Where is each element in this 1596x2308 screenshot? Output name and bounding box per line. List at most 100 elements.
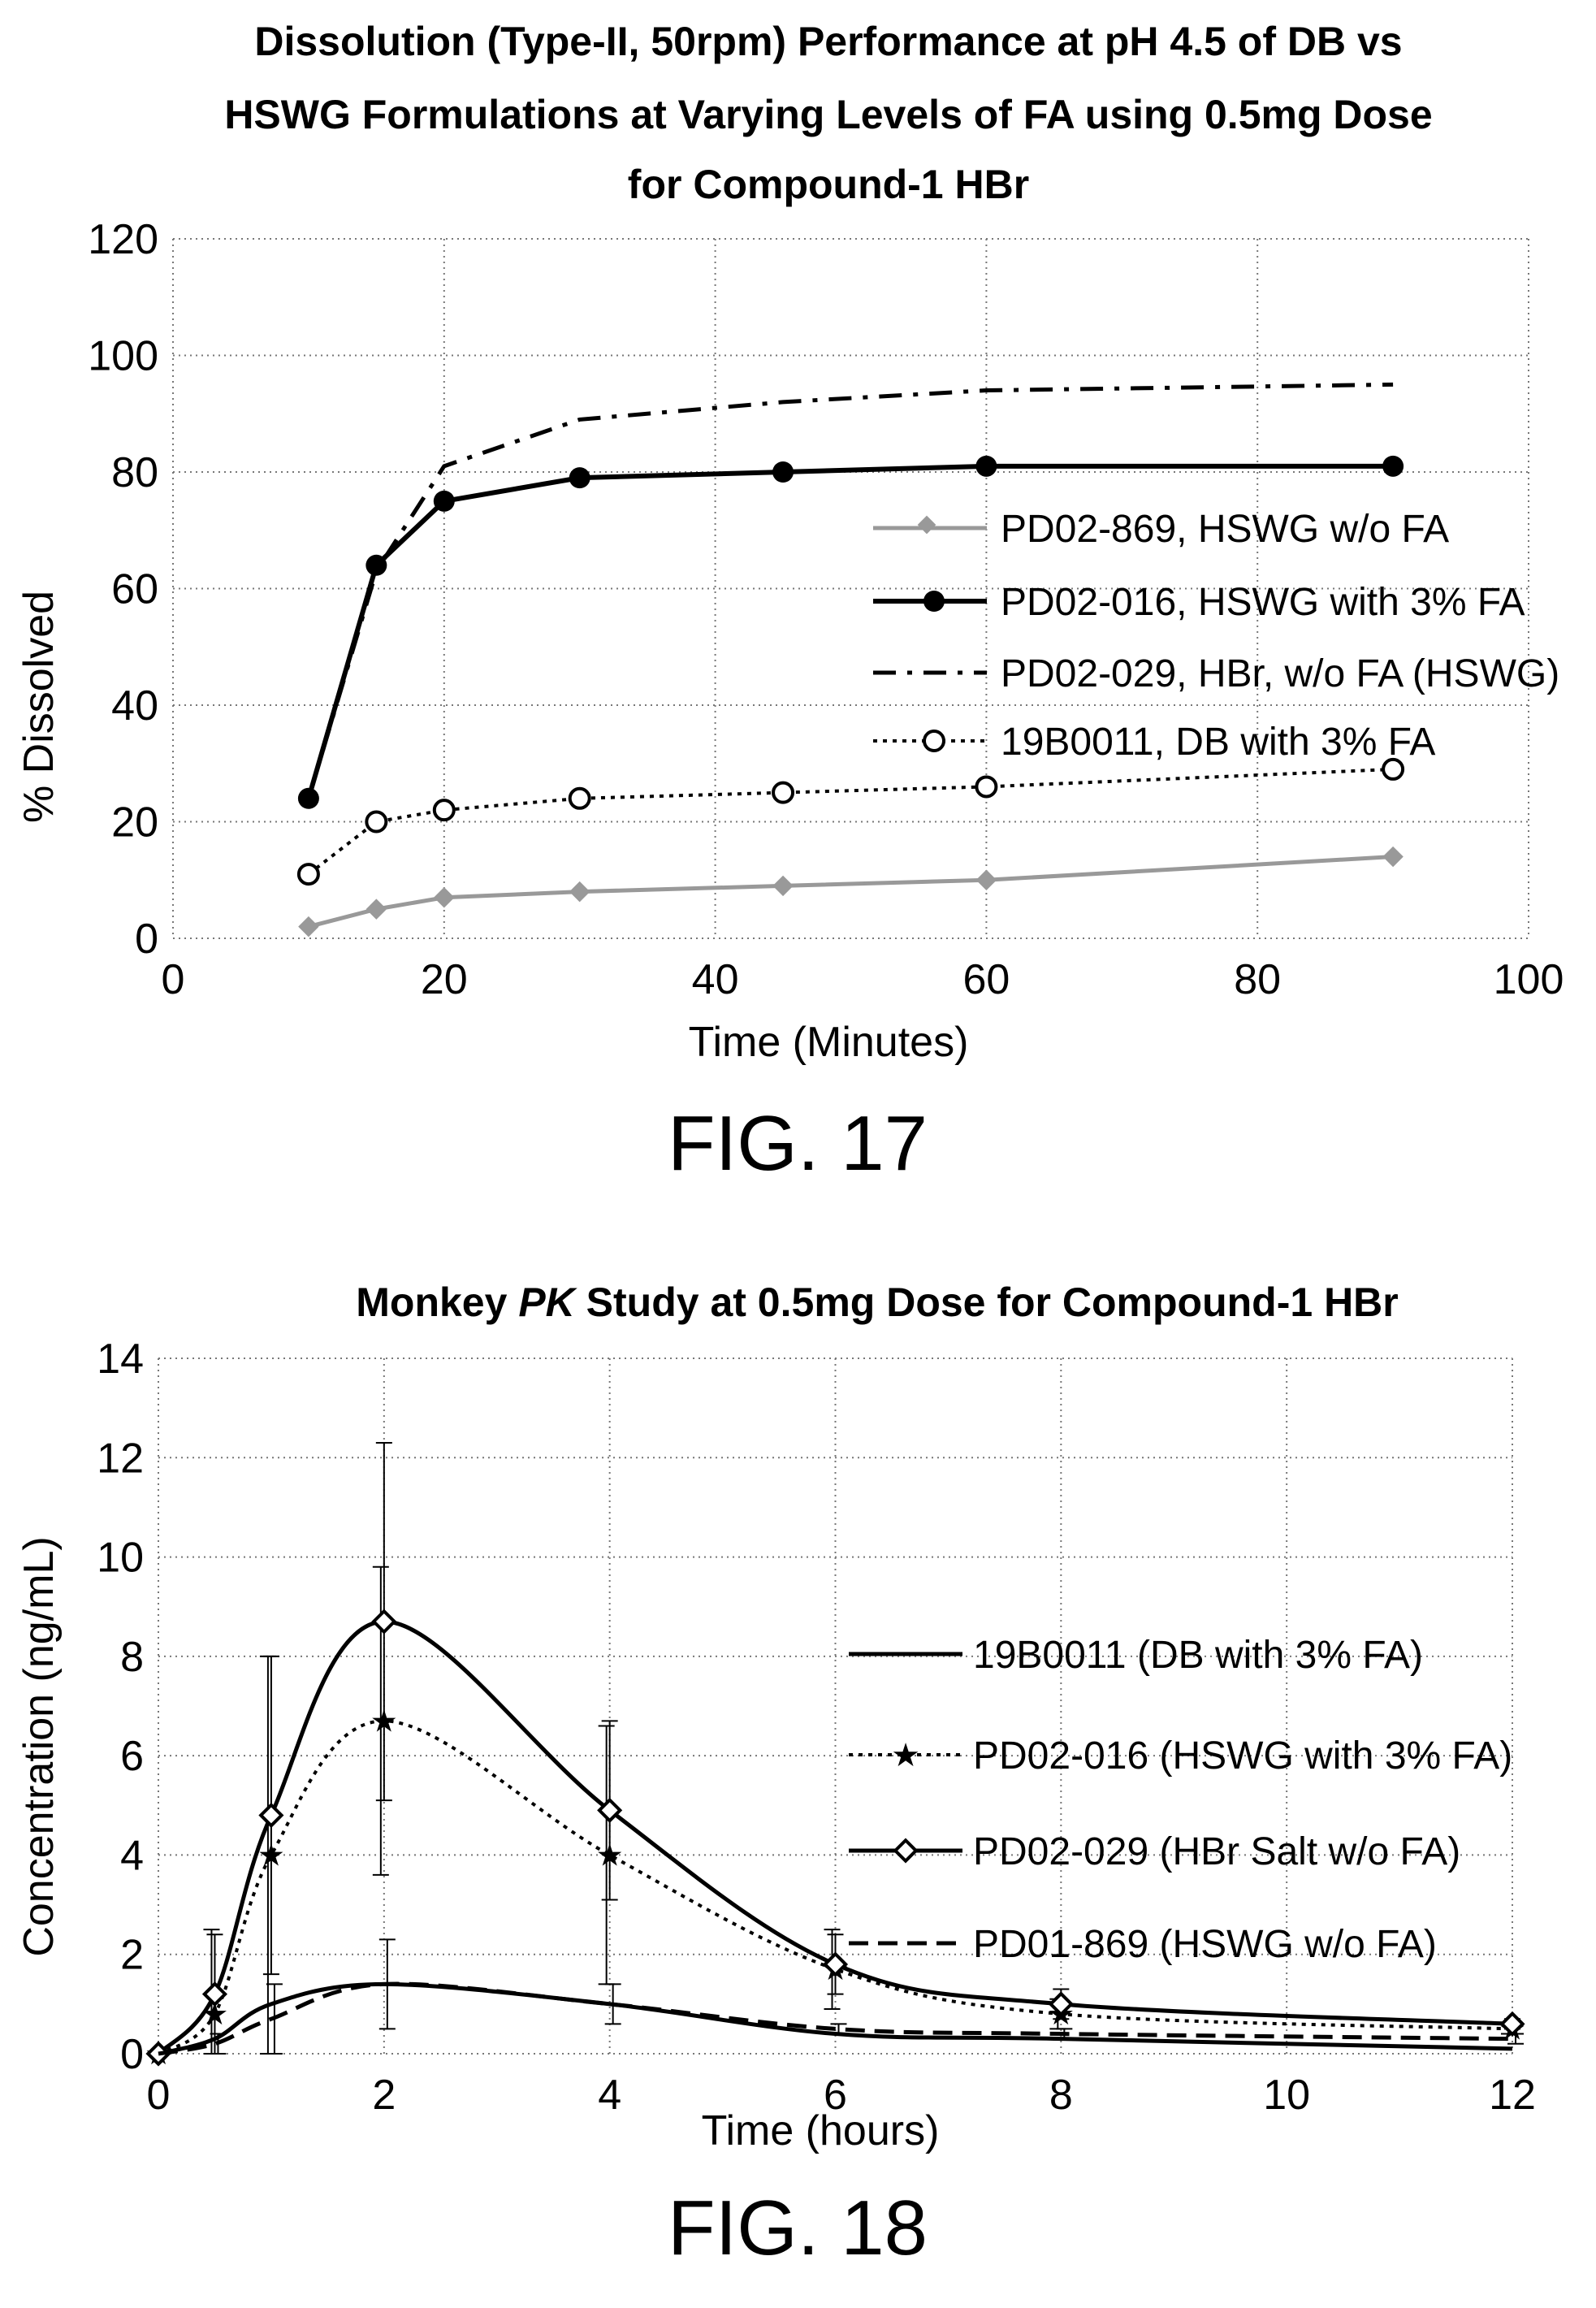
data-point-filled-circle bbox=[569, 467, 590, 489]
y-tick-label: 80 bbox=[111, 449, 158, 496]
x-tick-label: 60 bbox=[962, 956, 1010, 1003]
series-curve-1 bbox=[157, 1719, 1513, 2055]
fig17-title-line-2: HSWG Formulations at Varying Levels of F… bbox=[224, 92, 1432, 137]
legend-marker-star: ★ bbox=[891, 1738, 920, 1773]
fig18-y-axis-label: Concentration (ng/mL) bbox=[15, 1536, 63, 1956]
fig17-title-line-3: for Compound-1 HBr bbox=[628, 162, 1029, 207]
y-tick-label: 100 bbox=[88, 333, 158, 380]
x-tick-label: 0 bbox=[162, 956, 185, 1003]
y-tick-label: 14 bbox=[97, 1336, 144, 1383]
fig18-title-part-3: Study at 0.5mg Dose for Compound-1 HBr bbox=[575, 1280, 1399, 1325]
fig17-y-axis-label: % Dissolved bbox=[15, 591, 63, 823]
legend-label-19b0011-db: 19B0011 (DB with 3% FA) bbox=[973, 1634, 1423, 1677]
x-tick-label: 8 bbox=[1049, 2072, 1073, 2119]
fig17-y-tick-labels: 0 20 40 60 80 100 120 bbox=[88, 216, 158, 963]
data-point-diamond bbox=[1382, 846, 1404, 868]
y-tick-label: 0 bbox=[135, 916, 158, 963]
fig18-title-part-1: Monkey bbox=[356, 1280, 518, 1325]
data-point-filled-circle bbox=[772, 461, 794, 483]
y-tick-label: 8 bbox=[120, 1634, 144, 1681]
data-point-filled-circle bbox=[1382, 455, 1404, 477]
data-point-diamond bbox=[434, 887, 455, 908]
data-point-open-circle bbox=[772, 781, 795, 804]
legend-marker-open-circle bbox=[923, 730, 945, 752]
legend-marker-diamond bbox=[917, 515, 936, 535]
data-point-star: ★ bbox=[596, 1838, 624, 1873]
y-tick-label: 60 bbox=[111, 566, 158, 613]
fig17-legend: PD02-869, HSWG w/o FA PD02-016, HSWG wit… bbox=[873, 508, 1559, 764]
x-tick-label: 20 bbox=[421, 956, 468, 1003]
x-tick-label: 10 bbox=[1263, 2072, 1310, 2119]
legend-label-pd02-016-hswg: PD02-016 (HSWG with 3% FA) bbox=[973, 1734, 1512, 1778]
series-curve-3 bbox=[158, 1981, 1513, 2056]
data-point-star: ★ bbox=[257, 1838, 285, 1873]
data-point-open-circle bbox=[365, 810, 388, 834]
data-point-open-diamond bbox=[371, 1609, 397, 1635]
data-point-filled-circle bbox=[975, 455, 997, 477]
legend-label-pd02-029-hbr: PD02-029 (HBr Salt w/o FA) bbox=[973, 1830, 1460, 1873]
data-point-filled-circle bbox=[433, 490, 455, 512]
legend-label-pd02-016: PD02-016, HSWG with 3% FA bbox=[1001, 581, 1525, 624]
legend-label-pd01-869: PD01-869 (HSWG w/o FA) bbox=[973, 1923, 1437, 1966]
data-point-filled-circle bbox=[365, 554, 387, 576]
fig18-series: ★★★★★★★★ bbox=[145, 1609, 1526, 2072]
figure-18: Monkey PK Study at 0.5mg Dose for Compou… bbox=[15, 1280, 1536, 2271]
fig17-caption: FIG. 17 bbox=[668, 1100, 928, 1187]
y-tick-label: 12 bbox=[97, 1435, 144, 1482]
legend-marker-filled-circle bbox=[923, 591, 945, 612]
legend-label-pd02-869: PD02-869, HSWG w/o FA bbox=[1001, 508, 1449, 551]
data-point-open-circle bbox=[296, 863, 320, 886]
legend-marker-open-diamond bbox=[893, 1838, 919, 1864]
y-tick-label: 0 bbox=[120, 2031, 144, 2078]
y-tick-label: 4 bbox=[120, 1832, 144, 1879]
figure-17: Dissolution (Type-II, 50rpm) Performance… bbox=[15, 19, 1564, 1187]
data-point-star: ★ bbox=[370, 1704, 398, 1739]
fig18-x-axis-label: Time (hours) bbox=[702, 2107, 940, 2154]
data-point-open-diamond bbox=[597, 1797, 623, 1823]
data-point-diamond bbox=[365, 899, 387, 920]
y-tick-label: 10 bbox=[97, 1535, 144, 1582]
y-tick-label: 2 bbox=[120, 1932, 144, 1979]
fig18-y-tick-labels: 0 2 4 6 8 10 12 14 bbox=[97, 1336, 144, 2078]
x-tick-label: 100 bbox=[1494, 956, 1564, 1003]
y-tick-label: 40 bbox=[111, 682, 158, 730]
series-curve-2 bbox=[157, 1619, 1513, 2055]
data-point-open-diamond bbox=[822, 1951, 849, 1977]
data-point-diamond bbox=[975, 869, 997, 890]
x-tick-label: 2 bbox=[372, 2072, 396, 2119]
data-point-open-circle bbox=[432, 799, 456, 822]
fig17-title-line-1: Dissolution (Type-II, 50rpm) Performance… bbox=[254, 19, 1402, 64]
series-line-2 bbox=[306, 382, 1394, 799]
x-tick-label: 0 bbox=[147, 2072, 171, 2119]
data-point-open-diamond bbox=[1048, 1991, 1074, 2017]
data-point-open-circle bbox=[1382, 757, 1405, 781]
legend-label-19b0011: 19B0011, DB with 3% FA bbox=[1001, 721, 1435, 764]
x-tick-label: 6 bbox=[824, 2072, 847, 2119]
fig17-x-tick-labels: 0 20 40 60 80 100 bbox=[162, 956, 1564, 1003]
data-point-open-circle bbox=[568, 786, 591, 810]
y-tick-label: 20 bbox=[111, 799, 158, 847]
fig18-x-tick-labels: 0 2 4 6 8 10 12 bbox=[147, 2072, 1536, 2119]
data-point-diamond bbox=[298, 916, 319, 937]
fig18-caption: FIG. 18 bbox=[668, 2185, 928, 2271]
x-tick-label: 80 bbox=[1234, 956, 1281, 1003]
series-line-0 bbox=[308, 855, 1394, 929]
fig18-title-part-italic: PK bbox=[518, 1280, 577, 1325]
legend-label-pd02-029: PD02-029, HBr, w/o FA (HSWG) bbox=[1001, 652, 1559, 695]
x-tick-label: 4 bbox=[598, 2072, 621, 2119]
fig18-title: Monkey PK Study at 0.5mg Dose for Compou… bbox=[356, 1280, 1399, 1325]
data-point-diamond bbox=[569, 881, 590, 903]
y-tick-label: 120 bbox=[88, 216, 158, 263]
data-point-open-diamond bbox=[201, 1981, 228, 2007]
data-point-open-diamond bbox=[258, 1802, 284, 1829]
x-tick-label: 12 bbox=[1489, 2072, 1536, 2119]
data-point-diamond bbox=[772, 875, 794, 897]
data-point-open-circle bbox=[975, 775, 998, 799]
x-tick-label: 40 bbox=[692, 956, 739, 1003]
fig18-legend: 19B0011 (DB with 3% FA) ★ PD02-016 (HSWG… bbox=[849, 1634, 1512, 1966]
fig17-x-axis-label: Time (Minutes) bbox=[689, 1019, 969, 1066]
data-point-open-diamond bbox=[1499, 2011, 1525, 2037]
y-tick-label: 6 bbox=[120, 1733, 144, 1780]
